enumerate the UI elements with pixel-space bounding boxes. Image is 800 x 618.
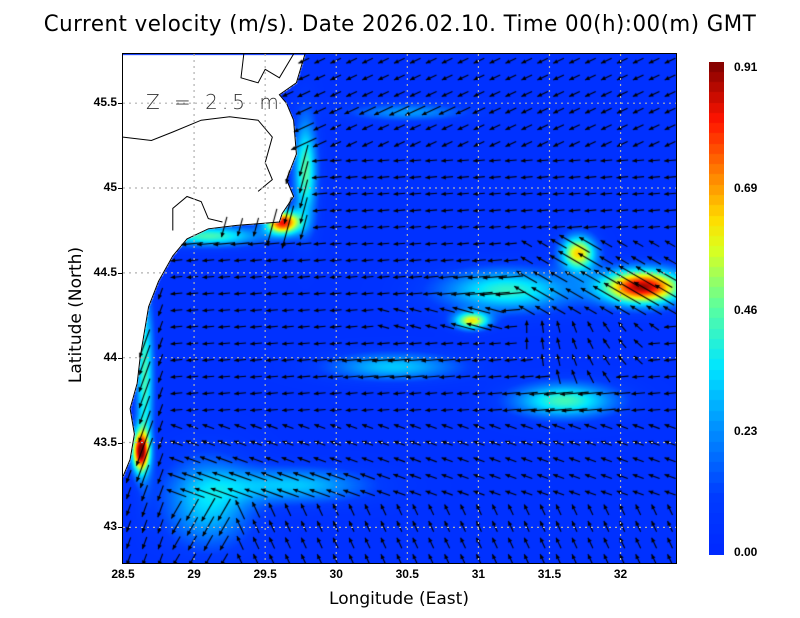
colorbar [709, 62, 724, 555]
colorbar-label: 0.23 [734, 423, 758, 438]
y-tick-label: 43.5 [93, 434, 117, 449]
x-tick-label: 28.5 [111, 567, 135, 581]
colorbar-label: 0.91 [734, 60, 758, 74]
y-tick-label: 43 [103, 519, 117, 534]
x-tick-label: 31.5 [537, 567, 562, 581]
x-tick-label: 29.5 [253, 567, 277, 581]
chart-title: Current velocity (m/s). Date 2026.02.10.… [43, 12, 757, 37]
y-tick-label: 45 [103, 180, 117, 195]
colorbar-label: 0.00 [734, 545, 758, 559]
x-tick-label: 30.5 [395, 567, 419, 581]
y-tick-mark [118, 188, 123, 190]
y-tick-label: 44.5 [93, 264, 117, 279]
x-tick-label: 29 [187, 567, 201, 581]
y-tick-mark [118, 103, 123, 105]
y-tick-mark [118, 272, 123, 274]
x-tick-label: 30 [329, 567, 343, 581]
y-axis-label: Latitude (North) [66, 246, 86, 384]
map-plot-area [123, 54, 676, 563]
y-tick-mark [118, 442, 123, 444]
x-tick-label: 31 [471, 567, 486, 581]
grid-lines [123, 54, 676, 563]
colorbar-label: 0.46 [734, 302, 758, 317]
y-tick-label: 45.5 [93, 95, 117, 110]
colorbar-label: 0.69 [734, 181, 758, 196]
y-tick-mark [118, 357, 123, 359]
velocity-vectors [123, 54, 676, 563]
y-tick-mark [118, 527, 123, 529]
x-tick-label: 32 [613, 567, 628, 581]
y-tick-label: 44 [103, 349, 117, 364]
x-axis-label: Longitude (East) [329, 589, 469, 609]
depth-label: Z = 2.5 m [146, 90, 283, 114]
